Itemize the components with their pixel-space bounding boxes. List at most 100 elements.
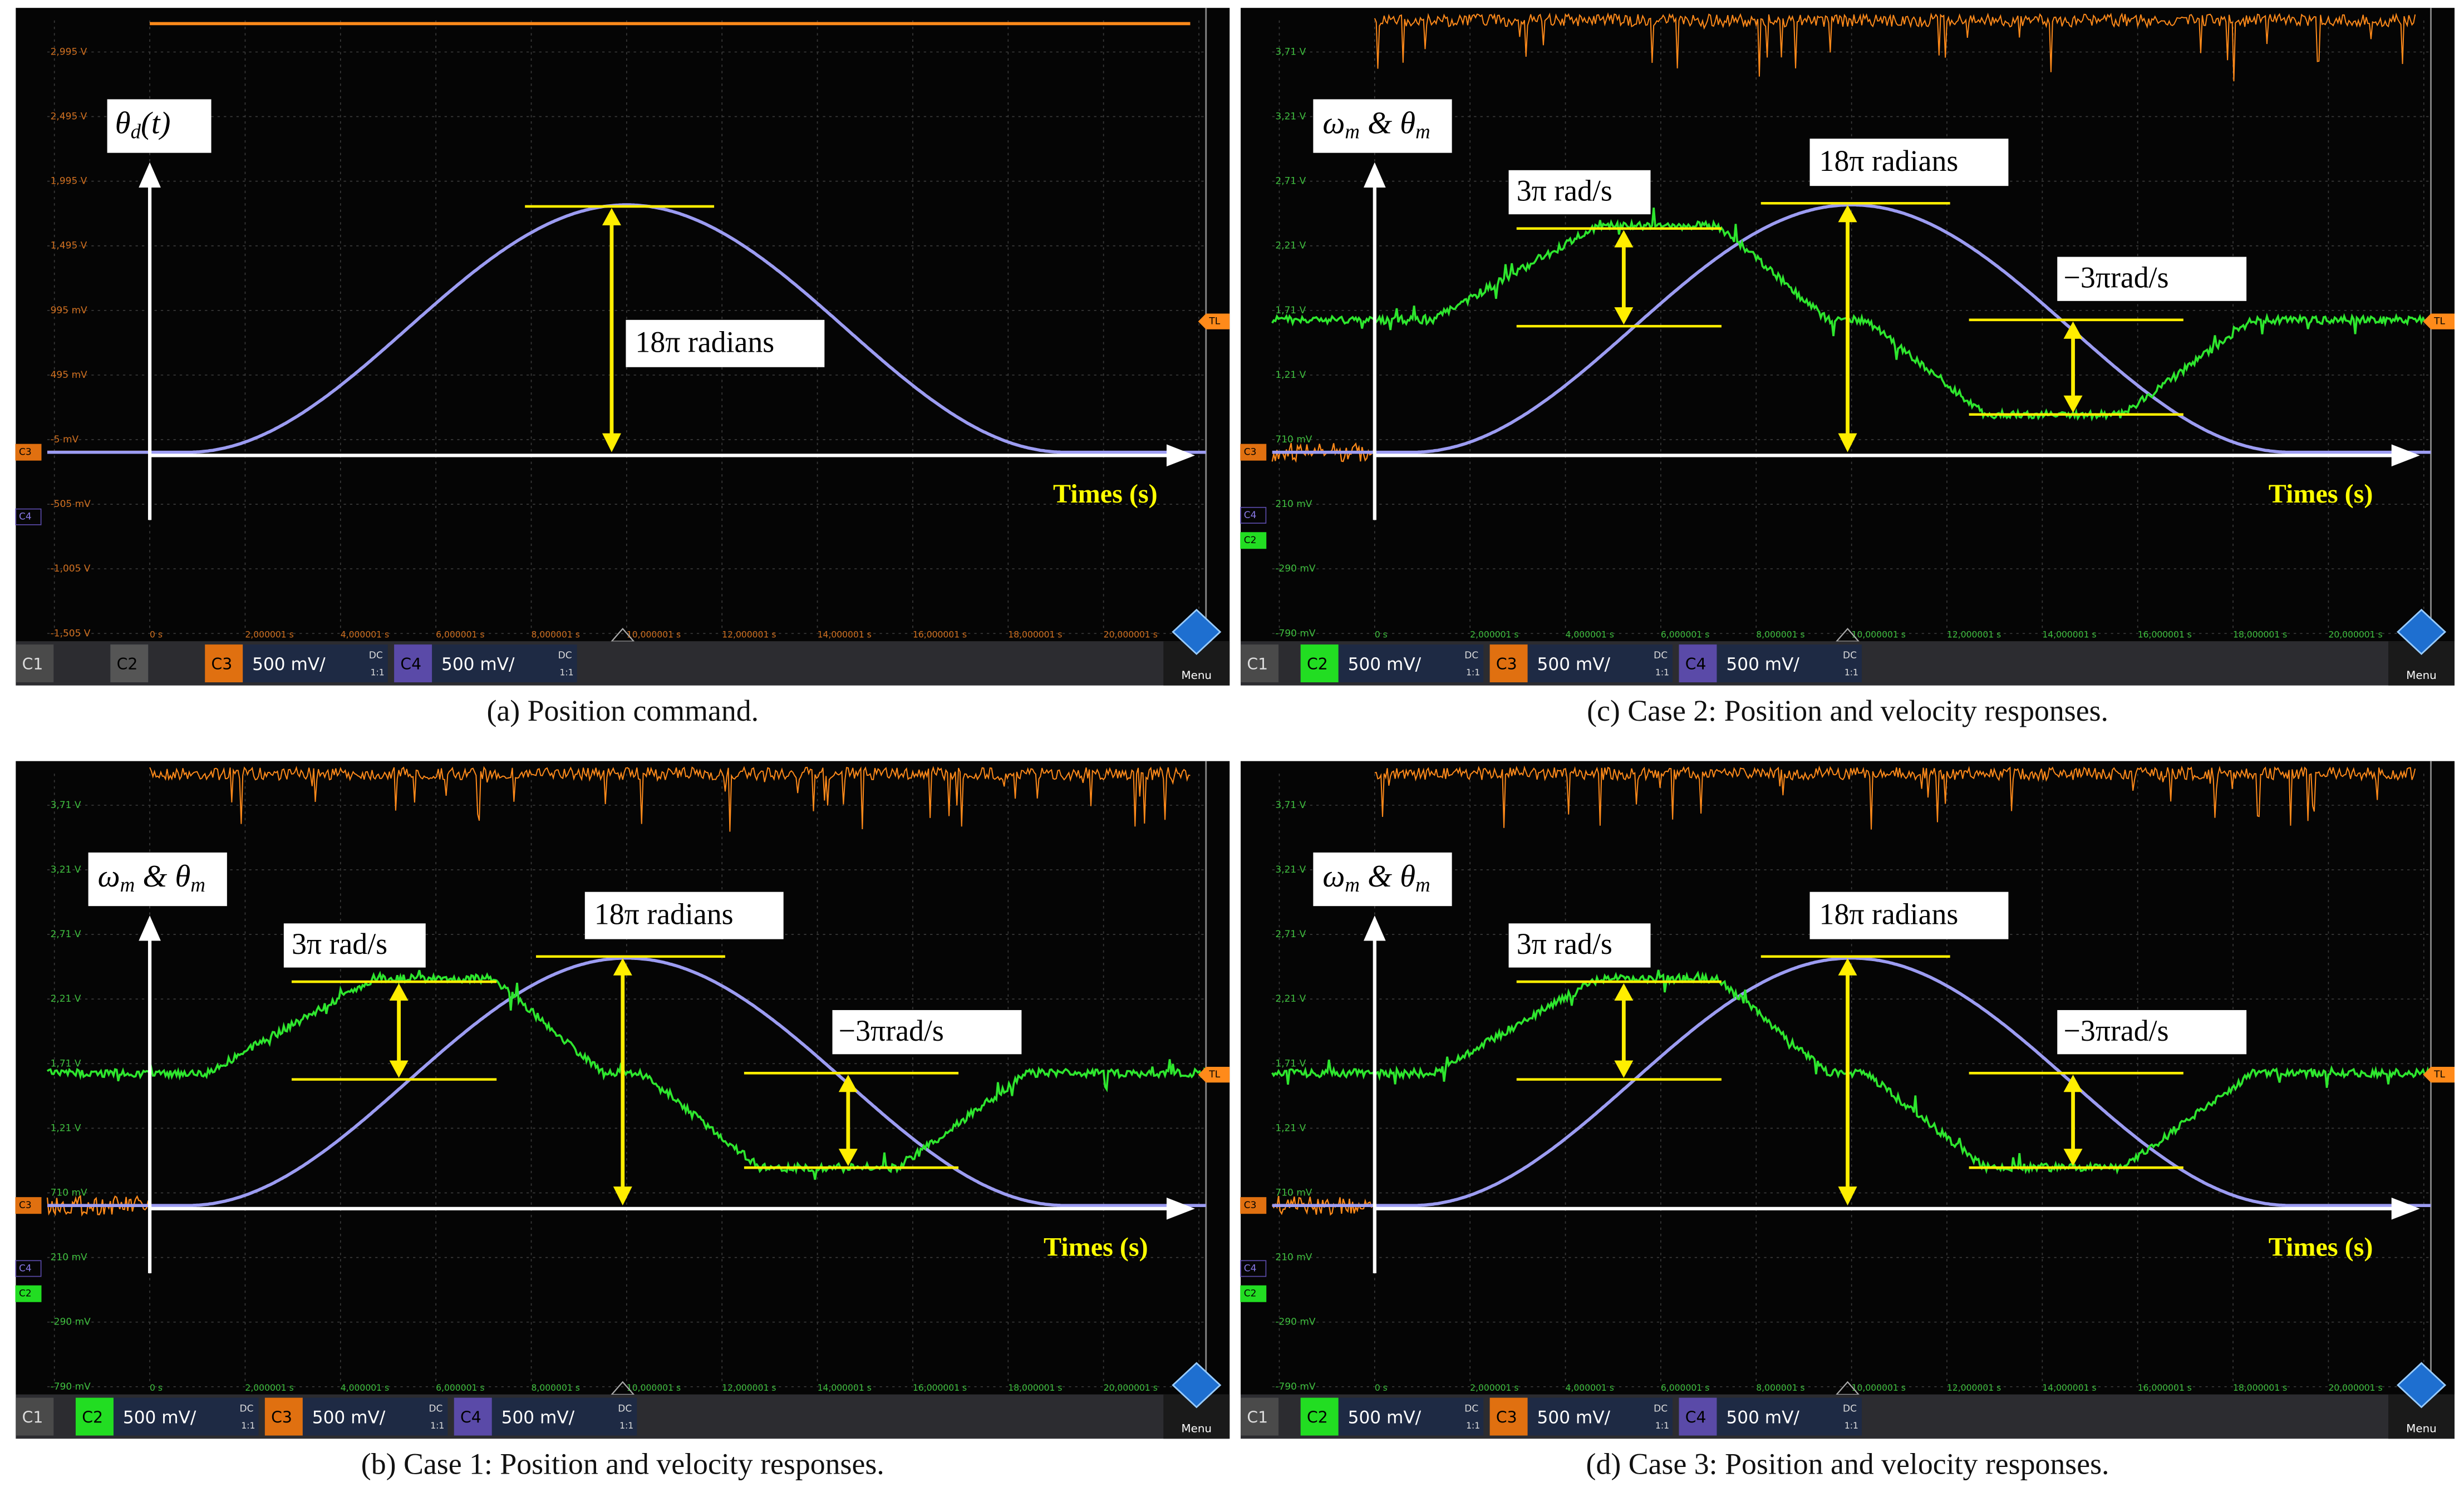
channel-coupling: DC xyxy=(369,650,383,661)
annotation-box xyxy=(832,1010,1022,1055)
trigger-marker xyxy=(610,1381,636,1396)
menu-icon xyxy=(1172,1362,1222,1409)
time-label: 6,000001 s xyxy=(436,630,484,640)
y-label-part: & θ xyxy=(1360,859,1415,894)
scale-label: 710 mV xyxy=(1275,1188,1312,1199)
channel-coupling: DC xyxy=(1464,650,1478,661)
scale-label: 2,71 V xyxy=(51,929,81,940)
position-trace xyxy=(47,956,1206,1207)
channel-ratio: 1:1 xyxy=(1466,1421,1480,1431)
scope-panel: 2,995 V 2,495 V 1,995 V 1,495 V 995 mV 495 mV… xyxy=(15,8,1230,686)
channel-coupling: DC xyxy=(429,1403,442,1414)
time-label: 0 s xyxy=(150,1383,163,1393)
annotation-box xyxy=(1508,923,1651,968)
time-label: 10,000001 s xyxy=(627,630,681,640)
scope-panel: 3,71 V 3,21 V 2,71 V 2,21 V 1,71 V 1,21 V 710 … xyxy=(1240,8,2455,686)
channel-volts: 500 mV/ xyxy=(1726,654,1799,674)
channel-color xyxy=(1489,1397,1528,1436)
menu-icon xyxy=(1172,608,1222,656)
scale-label: 1,71 V xyxy=(51,1058,81,1069)
scale-label: 1,995 V xyxy=(51,176,87,187)
c1-label: C1 xyxy=(22,1408,43,1426)
annotation-box xyxy=(1508,170,1651,215)
channel-color xyxy=(1300,1397,1339,1436)
position-trace xyxy=(1272,203,2431,454)
x-axis-arrow xyxy=(1166,1198,1195,1220)
channel-volts: 500 mV/ xyxy=(1537,654,1611,674)
trigger-tag xyxy=(2423,1066,2455,1083)
y-label-box xyxy=(1313,852,1452,907)
x-axis-arrow xyxy=(2391,444,2420,467)
channel-label: C4 xyxy=(1685,655,1706,673)
time-label: 10,000001 s xyxy=(1852,1383,1906,1393)
scale-label: -790 mV xyxy=(51,1381,91,1392)
screen xyxy=(16,8,1230,642)
y-label-part: m xyxy=(1415,120,1430,143)
channel-coupling: DC xyxy=(1843,650,1857,661)
arrow-head xyxy=(602,208,621,225)
channel-coupling: DC xyxy=(1843,1403,1857,1414)
velocity-trace xyxy=(1271,208,2432,422)
scale-label: 995 mV xyxy=(51,305,87,316)
scope-panel: 3,71 V 3,21 V 2,71 V 2,21 V 1,71 V 1,21 V 710 … xyxy=(15,761,1230,1439)
channel-coupling: DC xyxy=(1464,1403,1478,1414)
y-label-part: & θ xyxy=(135,859,190,894)
time-label: 6,000001 s xyxy=(1661,1383,1709,1393)
time-label: 20,000001 s xyxy=(2328,1383,2382,1393)
channel-ratio: 1:1 xyxy=(371,668,385,678)
menu-label: Menu xyxy=(2406,1422,2436,1435)
y-label-box xyxy=(107,99,212,153)
menu-icon xyxy=(2396,1362,2447,1409)
arrow-head xyxy=(1614,1060,1634,1078)
time-label: 20,000001 s xyxy=(1104,630,1158,640)
scale-label: 2,21 V xyxy=(1275,240,1306,252)
channel-color xyxy=(1679,644,1717,683)
y-label-part: θ xyxy=(115,106,131,141)
scale-label: 3,21 V xyxy=(1275,864,1306,875)
channel-marker xyxy=(1240,1285,1267,1302)
x-axis-label: Times (s) xyxy=(2269,479,2373,509)
arrow-head xyxy=(1614,307,1634,325)
position-annotation: 18π radians xyxy=(635,325,774,358)
time-label: 8,000001 s xyxy=(1756,630,1804,640)
y-label-part: ω xyxy=(1322,106,1345,141)
annotation-box xyxy=(283,923,426,968)
position-annotation: 18π radians xyxy=(1819,897,1959,930)
c1-button xyxy=(16,644,54,683)
position-trace xyxy=(47,203,1206,454)
trigger-tag xyxy=(1198,313,1230,329)
scale-label: -1,005 V xyxy=(51,563,91,574)
position-trace xyxy=(1272,956,2431,1207)
x-axis-label: Times (s) xyxy=(1053,479,1158,509)
trigger-tag xyxy=(1198,1066,1230,1083)
channel-volts: 500 mV/ xyxy=(1537,1407,1611,1427)
x-axis-arrow xyxy=(1166,444,1195,467)
menu-icon xyxy=(2396,608,2447,656)
channel-coupling: DC xyxy=(618,1403,632,1414)
y-label-part: m xyxy=(190,874,205,897)
time-label: 14,000001 s xyxy=(818,1383,872,1393)
time-label: 4,000001 s xyxy=(1566,630,1614,640)
annotation-box xyxy=(1809,892,2009,939)
time-label: 16,000001 s xyxy=(2138,1383,2192,1393)
channel-label: C4 xyxy=(400,655,421,673)
channel-color xyxy=(110,644,149,683)
channel-ratio: 1:1 xyxy=(241,1421,255,1431)
channel-ratio: 1:1 xyxy=(1655,668,1669,678)
channel-volts: 500 mV/ xyxy=(123,1407,196,1427)
channel-marker xyxy=(1240,532,1267,549)
channel-ratio: 1:1 xyxy=(619,1421,633,1431)
channel-color xyxy=(1679,1397,1717,1436)
arrow-head xyxy=(1614,983,1634,1001)
time-label: 12,000001 s xyxy=(1947,630,2001,640)
scale-label: -290 mV xyxy=(1275,563,1316,574)
channel-ratio: 1:1 xyxy=(559,668,573,678)
channel-marker xyxy=(15,444,42,461)
channel-marker-label: C2 xyxy=(19,1288,32,1299)
channel-label: C4 xyxy=(460,1408,481,1426)
y-axis-arrow xyxy=(139,162,161,188)
channel-marker xyxy=(1240,1197,1267,1214)
time-label: 18,000001 s xyxy=(2233,630,2287,640)
channel-marker-label: C3 xyxy=(1244,447,1257,458)
